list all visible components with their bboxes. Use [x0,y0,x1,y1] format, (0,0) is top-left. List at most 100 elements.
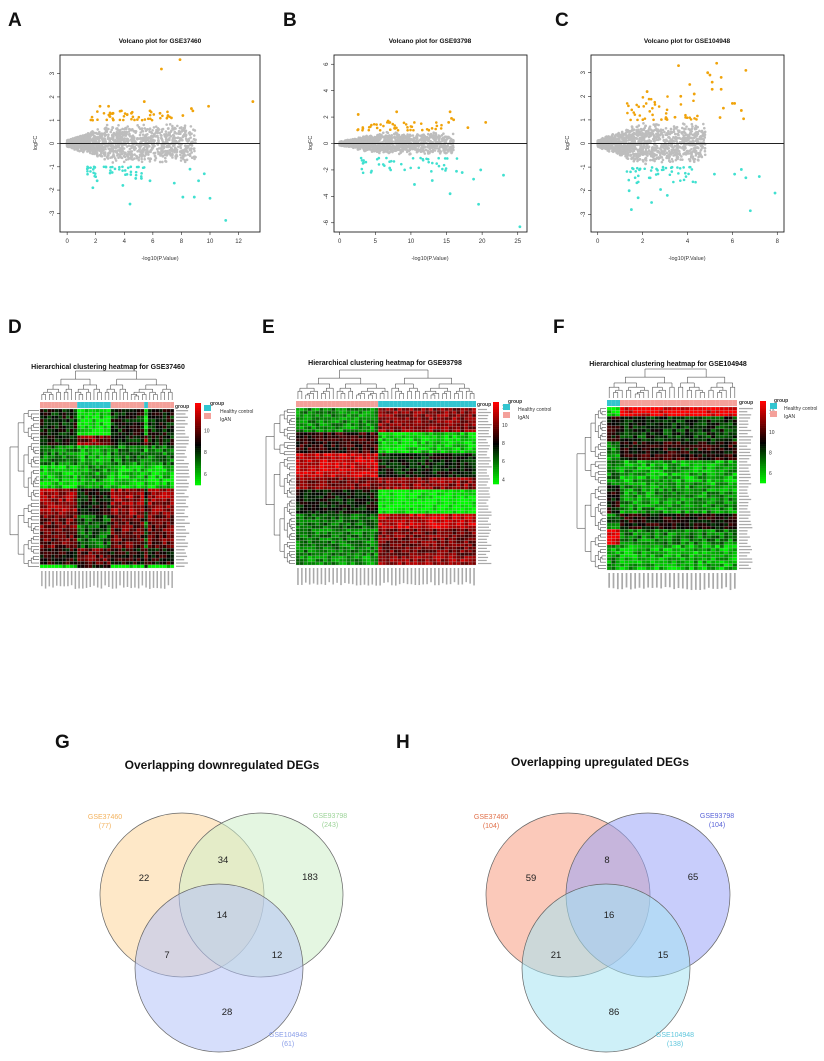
heatmap-cell [62,412,67,416]
ns-point [176,136,180,139]
ns-point [100,149,104,153]
ns-point [193,129,197,132]
heatmap-cell [132,432,137,436]
up-point [122,118,125,122]
ns-point [438,149,442,153]
down-point [121,165,124,169]
ns-point [681,122,685,125]
down-point [202,172,206,176]
up-point [410,125,414,129]
ns-point [175,132,178,135]
heatmap-cell [121,428,126,433]
up-point [412,128,415,132]
ns-point [420,138,424,142]
ns-point [653,135,656,139]
down-point [631,166,634,170]
heatmap-cell [91,422,96,426]
ns-point [450,139,454,142]
down-point [417,166,421,170]
heatmap-cell [91,425,96,429]
x-tick-label: 6 [151,239,155,245]
venn-h-set-c-count: (138) [667,1041,683,1048]
ns-point [444,147,447,150]
ns-point [87,139,90,143]
ns-point [685,133,688,136]
ns-point [377,137,380,141]
ns-point [693,132,697,135]
ns-point [623,145,627,149]
ns-point [182,154,186,158]
ns-point [621,140,625,144]
y-tick-label: 6 [324,62,330,66]
up-point [448,110,452,114]
down-point [455,169,458,173]
down-point [629,208,633,211]
heatmap-e-legend-title: group [508,399,522,405]
ns-point [73,139,77,143]
ns-point [427,143,431,147]
ns-point [403,144,407,148]
ns-point [652,129,655,133]
ns-point [606,144,609,148]
up-point [111,111,115,115]
heatmap-cell [77,432,82,436]
ns-point [95,136,98,140]
ns-point [123,155,127,159]
heatmap-cell [43,432,48,436]
heatmap-cell [121,432,126,436]
ns-point [386,146,389,150]
heatmap-cell [114,418,119,423]
ns-point [76,147,80,151]
ns-point [153,158,157,162]
heatmap-cell [110,432,115,436]
heatmap-cell [155,428,160,433]
ns-point [151,129,154,132]
ns-point [180,149,184,153]
ns-point [615,133,619,136]
up-point [140,118,144,122]
ns-point [173,137,176,140]
ns-point [425,148,428,152]
ns-point [116,143,120,147]
up-point [447,120,451,124]
heatmap-cell [80,418,85,423]
down-point [635,181,639,185]
up-point [430,127,434,130]
ns-point [114,150,118,153]
ns-point [143,148,146,152]
heatmap-d-legend-igan: IgAN [220,417,232,423]
ns-point [192,155,196,159]
heatmap-d-group-label: group [175,404,189,410]
panel-label-d: D [8,317,22,338]
down-point [421,158,425,162]
ns-point [632,153,636,157]
down-point [773,191,777,195]
up-point [158,111,162,115]
heatmap-cell [103,415,108,420]
x-tick-label: 10 [207,239,214,245]
up-point [664,112,668,115]
ns-point [395,132,399,135]
ns-point [137,158,141,162]
ns-point [168,123,172,126]
heatmap-cell [136,425,141,429]
ns-point [135,154,138,158]
up-point [635,103,638,107]
heatmap-cell [140,432,145,436]
ns-point [654,157,658,161]
heatmap-cell [151,432,156,436]
down-point [460,171,464,174]
y-tick-label: 1 [581,118,587,122]
ns-point [148,160,152,163]
heatmap-cell [147,415,152,420]
down-point [676,166,679,169]
heatmap-cell [170,418,175,423]
heatmap-f-group-label: group [739,400,753,406]
up-point [149,117,152,121]
down-point [134,177,138,180]
ns-point [386,134,389,138]
heatmap-cell [158,408,163,413]
heatmap-cell [170,422,175,426]
heatmap-cell [39,425,44,429]
ns-point [173,130,177,134]
